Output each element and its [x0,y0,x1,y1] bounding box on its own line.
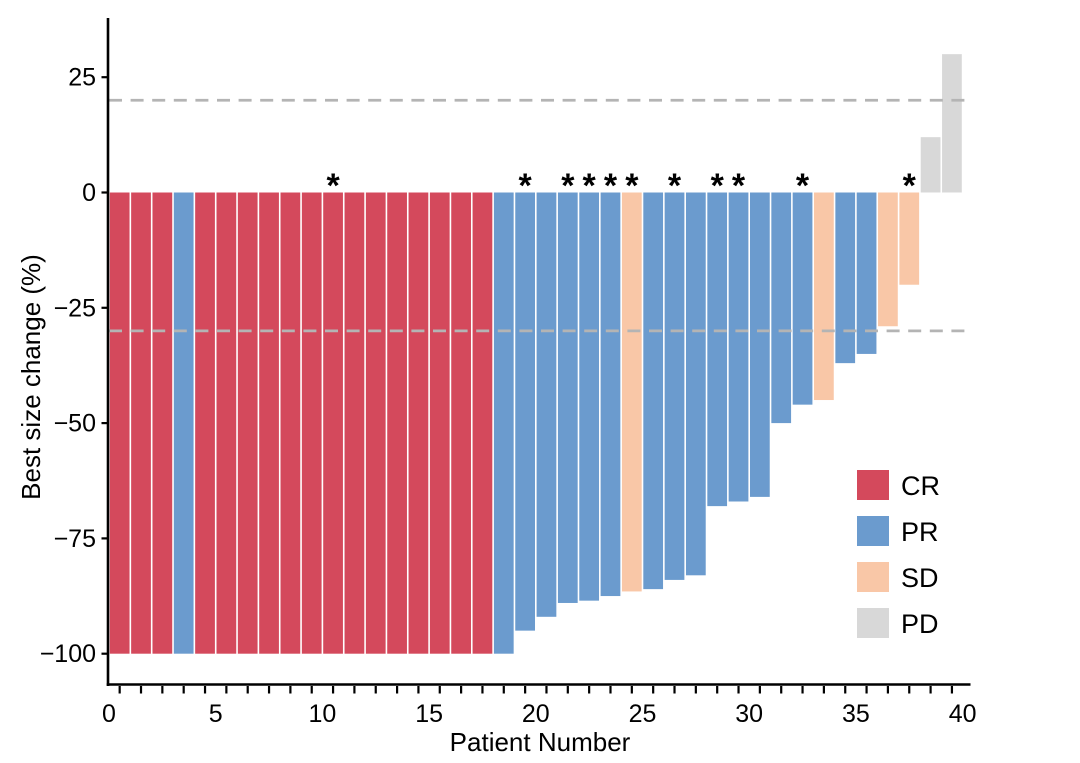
legend-item-SD: SD [857,562,939,593]
legend-label-PR: PR [901,517,939,547]
bar-patient-7 [237,192,258,654]
bar-patient-15 [408,192,429,654]
bar-patient-3 [152,192,173,654]
legend-label-CR: CR [901,471,940,501]
y-tick-label--50: −50 [54,410,96,438]
asterisk-patient-29: * [711,167,725,205]
x-tick-label-40: 40 [949,700,977,728]
bar-patient-9 [280,192,301,654]
asterisk-patient-23: * [583,167,597,205]
bar-patient-10 [301,192,322,654]
bar-patient-1 [109,192,130,654]
bar-patient-16 [429,192,450,654]
y-tick-label-0: 0 [82,179,96,207]
bar-patient-26 [643,192,664,590]
x-tick-label-30: 30 [735,700,763,728]
bar-patient-5 [195,192,215,654]
bar-patient-2 [131,192,151,654]
bar-patient-38 [899,192,920,285]
x-tick-label-20: 20 [522,700,550,728]
y-tick-label-25: 25 [68,64,96,92]
y-tick-label--25: −25 [54,294,96,322]
bar-patient-19 [493,192,514,654]
asterisk-patient-30: * [732,167,746,205]
bar-patient-11 [323,192,343,654]
y-tick-label--100: −100 [40,640,96,668]
asterisk-patient-24: * [604,167,618,205]
asterisk-patient-25: * [625,167,639,205]
x-tick-label-15: 15 [415,700,443,728]
bar-patient-17 [451,192,471,654]
axes-group: 25 0 −25 −50 −75 −100 0 5 10 15 20 25 30 35 40 [40,18,977,728]
y-axis-title: Best size change (%) [16,254,46,500]
asterisk-patient-11: * [326,167,340,205]
bar-patient-34 [814,192,834,401]
bar-patient-25 [621,192,642,592]
legend-swatch-PD [857,608,889,638]
asterisks-group: * * * * * * * * * * * [326,167,916,205]
asterisk-patient-33: * [796,167,810,205]
bar-patient-33 [792,192,813,405]
x-tick-label-25: 25 [629,700,657,728]
legend-swatch-SD [857,562,889,592]
x-tick-label-0: 0 [102,700,116,728]
asterisk-patient-20: * [519,167,533,205]
x-tick-label-10: 10 [308,700,336,728]
bar-patient-13 [365,192,386,654]
bar-patient-22 [557,192,578,603]
bar-patient-30 [728,192,749,502]
legend-item-PD: PD [857,608,939,639]
legend-label-SD: SD [901,563,939,593]
y-tick-label--75: −75 [54,525,96,553]
bar-patient-39 [920,137,941,193]
bar-patient-8 [259,192,279,654]
bar-patient-23 [579,192,600,601]
bar-patient-31 [750,192,770,497]
bar-patient-40 [942,54,962,193]
bar-patient-24 [600,192,621,597]
legend-item-CR: CR [857,470,940,501]
bar-patient-29 [707,192,728,507]
legend-swatch-CR [857,470,889,500]
legend-swatch-PR [857,516,889,546]
x-tick-label-5: 5 [209,700,223,728]
bar-patient-6 [216,192,237,654]
bar-patient-20 [515,192,535,631]
asterisk-patient-38: * [903,167,917,205]
bar-patient-21 [536,192,557,617]
legend-item-PR: PR [857,516,939,547]
bars-group [109,54,962,654]
bar-patient-37 [878,192,898,327]
bar-patient-27 [664,192,685,580]
bar-patient-14 [387,192,407,654]
legend-group: CR PR SD PD [857,470,940,639]
bar-patient-32 [771,192,792,424]
legend-label-PD: PD [901,609,939,639]
bar-patient-36 [856,192,877,354]
bar-patient-28 [685,192,706,576]
bar-patient-4 [173,192,194,654]
bar-patient-35 [835,192,856,364]
asterisk-patient-27: * [668,167,682,205]
bar-patient-12 [344,192,365,654]
asterisk-patient-22: * [561,167,575,205]
reference-lines-group [109,98,968,333]
x-tick-label-35: 35 [842,700,870,728]
x-axis-title: Patient Number [450,727,631,757]
bar-patient-18 [472,192,493,654]
